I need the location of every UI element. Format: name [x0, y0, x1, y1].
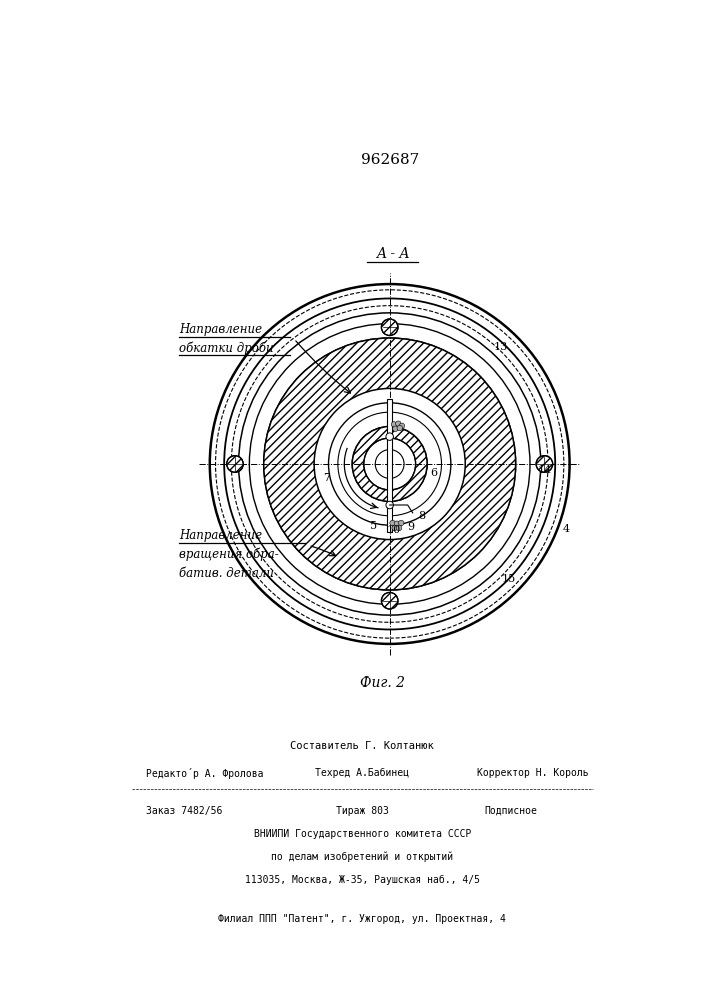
Text: Фиг. 2: Фиг. 2	[360, 676, 405, 690]
Circle shape	[536, 456, 553, 472]
Text: 6: 6	[431, 468, 438, 478]
Circle shape	[352, 427, 427, 501]
Text: Заказ 7482/56: Заказ 7482/56	[146, 806, 223, 816]
Circle shape	[392, 525, 397, 531]
Circle shape	[352, 427, 427, 501]
Circle shape	[391, 422, 397, 427]
Circle shape	[394, 521, 399, 526]
Circle shape	[390, 520, 395, 526]
Text: 113035, Москва, Ж-35, Раушская наб., 4/5: 113035, Москва, Ж-35, Раушская наб., 4/5	[245, 875, 480, 885]
Text: Техред А.Бабинец: Техред А.Бабинец	[315, 768, 409, 778]
Text: Тираж 803: Тираж 803	[336, 806, 389, 816]
Circle shape	[397, 525, 402, 531]
Text: 5: 5	[370, 521, 378, 531]
Text: Составитель Г. Колтанюк: Составитель Г. Колтанюк	[291, 741, 434, 751]
Text: Направление: Направление	[179, 529, 262, 542]
Text: 10: 10	[387, 525, 401, 535]
Text: 7: 7	[323, 473, 330, 483]
Text: 13: 13	[494, 342, 508, 352]
Text: Подписное: Подписное	[485, 806, 537, 816]
Circle shape	[396, 421, 401, 426]
Text: Корректор Н. Король: Корректор Н. Король	[477, 768, 589, 778]
Text: 8: 8	[418, 511, 425, 521]
Circle shape	[399, 423, 404, 429]
Circle shape	[381, 319, 398, 336]
Circle shape	[399, 520, 404, 526]
Circle shape	[264, 338, 515, 590]
Circle shape	[314, 388, 465, 540]
Text: 4: 4	[563, 524, 570, 534]
Text: 15: 15	[501, 574, 515, 584]
Text: Филиал ППП "Патент", г. Ужгород, ул. Проектная, 4: Филиал ППП "Патент", г. Ужгород, ул. Про…	[218, 914, 506, 924]
Text: вращения обра-: вращения обра-	[179, 548, 279, 561]
Text: 14: 14	[537, 465, 551, 475]
Text: Направление: Направление	[179, 323, 262, 336]
Circle shape	[227, 456, 243, 472]
Text: батив. детали: батив. детали	[179, 567, 274, 580]
Text: A - A: A - A	[377, 247, 410, 261]
Text: 962687: 962687	[361, 153, 419, 167]
Circle shape	[392, 426, 398, 431]
Bar	[387, 399, 392, 532]
Circle shape	[381, 592, 398, 609]
Circle shape	[386, 433, 393, 440]
Circle shape	[264, 338, 515, 590]
Text: по делам изобретений и открытий: по делам изобретений и открытий	[271, 852, 453, 862]
Circle shape	[364, 438, 416, 490]
Text: Редакто́р А. Фролова: Редакто́р А. Фролова	[146, 768, 264, 779]
Text: обкатки дроби: обкатки дроби	[179, 341, 274, 355]
Text: ВНИИПИ Государственного комитета СССР: ВНИИПИ Государственного комитета СССР	[254, 829, 471, 839]
Circle shape	[397, 425, 402, 431]
Circle shape	[386, 501, 393, 509]
Text: 9: 9	[408, 522, 415, 532]
